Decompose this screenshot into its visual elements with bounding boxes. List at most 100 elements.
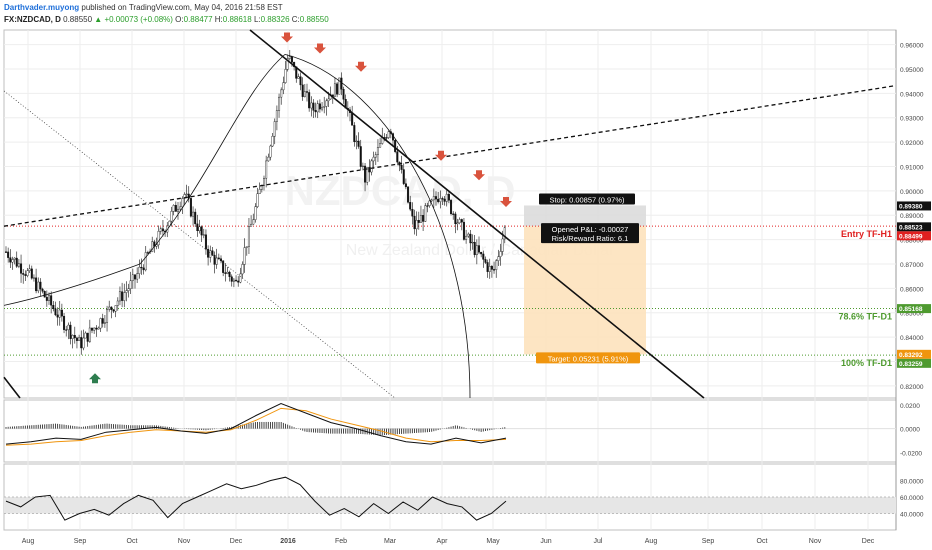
candle-body [174, 205, 177, 212]
candle-body [430, 199, 433, 202]
author-link[interactable]: Darthvader.muyong [4, 3, 80, 12]
x-tick-label: Dec [230, 538, 243, 545]
macd-line [5, 403, 507, 445]
candle-body [52, 305, 55, 310]
x-tick-label: Nov [809, 538, 822, 545]
candle-body [202, 234, 205, 236]
price-tag [897, 201, 931, 211]
candle-body [441, 198, 444, 200]
symbol-label: FX:NZDCAD, D [4, 15, 61, 24]
candle-body [17, 263, 20, 267]
candle-body [301, 84, 304, 97]
y-tick-label: 0.89000 [900, 213, 924, 220]
candle-body [361, 165, 364, 168]
stop-label-text: Stop: 0.00857 (0.97%) [549, 195, 625, 204]
candle-body [133, 274, 136, 280]
candle-body [159, 228, 162, 232]
candle-body [366, 167, 369, 183]
candle-body [93, 327, 96, 331]
x-tick-label: Jun [540, 538, 551, 545]
y-tick-label: 0.94000 [900, 91, 924, 98]
candle-body [213, 254, 216, 265]
candle-body [211, 250, 214, 256]
macd-tick-label: 0.0000 [900, 427, 920, 434]
x-tick-label: Oct [757, 538, 768, 545]
pl-label-text: Risk/Reward Ratio: 6.1 [552, 234, 629, 243]
candle-body [473, 241, 476, 256]
candle-body [385, 137, 388, 139]
candle-body [452, 213, 455, 215]
candle-body [217, 257, 220, 259]
candle-body [207, 248, 210, 258]
candle-body [230, 276, 233, 282]
sell-arrow-icon [500, 197, 512, 208]
left-trend-line [3, 376, 21, 399]
candle-body [447, 193, 450, 201]
y-tick-label: 0.87000 [900, 262, 924, 269]
candle-body [432, 196, 435, 201]
candle-body [252, 219, 255, 225]
candle-body [409, 202, 412, 210]
low-value: 0.88326 [260, 15, 290, 24]
y-tick-label: 0.86000 [900, 286, 924, 293]
pl-label-box [541, 223, 639, 244]
candle-body [460, 219, 463, 223]
x-tick-label: 2016 [280, 538, 296, 545]
candle-body [419, 215, 422, 223]
candle-body [232, 279, 235, 282]
price-tag-text: 0.89380 [899, 203, 923, 210]
high-label: H: [214, 15, 223, 24]
candle-body [239, 273, 242, 283]
candle-body [484, 259, 487, 263]
candle-body [198, 226, 201, 232]
candle-body [308, 92, 311, 109]
candle-body [161, 228, 164, 232]
y-tick-label: 0.92000 [900, 140, 924, 147]
candle-body [181, 198, 184, 208]
price-tag [897, 358, 931, 368]
candle-body [465, 235, 468, 240]
candle-body [250, 223, 253, 227]
candle-body [415, 220, 418, 230]
candle-body [411, 208, 414, 217]
x-tick-label: Aug [22, 538, 35, 545]
candle-body [456, 222, 459, 225]
candle-body [478, 245, 481, 253]
candle-body [327, 98, 330, 102]
candle-body [224, 272, 227, 274]
y-tick-label: 0.93000 [900, 116, 924, 123]
candle-body [228, 271, 231, 277]
candle-body [7, 251, 10, 258]
candle-body [110, 306, 113, 310]
y-tick-label: 0.84000 [900, 335, 924, 342]
dashed-trend-line [3, 84, 897, 227]
y-tick-label: 0.85000 [900, 311, 924, 318]
candle-body [194, 211, 197, 225]
candle-body [45, 296, 48, 301]
candle-body [9, 257, 12, 263]
rsi-tick-label: 80.0000 [900, 479, 924, 486]
candle-body [450, 200, 453, 215]
candle-body [41, 288, 44, 292]
candle-body [39, 281, 42, 290]
sell-arrow-icon [435, 150, 447, 161]
candle-body [67, 324, 70, 330]
rsi-line [5, 476, 507, 521]
close-label: C: [291, 15, 300, 24]
candle-body [131, 274, 134, 281]
macd-signal-line [5, 407, 507, 446]
candle-body [209, 250, 212, 258]
candle-body [342, 88, 345, 100]
candle-body [376, 147, 379, 155]
candle-body [99, 318, 102, 329]
candle-body [426, 205, 429, 207]
candle-body [172, 205, 175, 212]
candle-body [359, 146, 362, 167]
y-tick-label: 0.82000 [900, 384, 924, 391]
candle-body [462, 221, 465, 240]
dotted-trend-line [3, 90, 396, 399]
open-label: O: [175, 15, 184, 24]
candle-body [499, 251, 502, 257]
candle-body [271, 135, 274, 147]
